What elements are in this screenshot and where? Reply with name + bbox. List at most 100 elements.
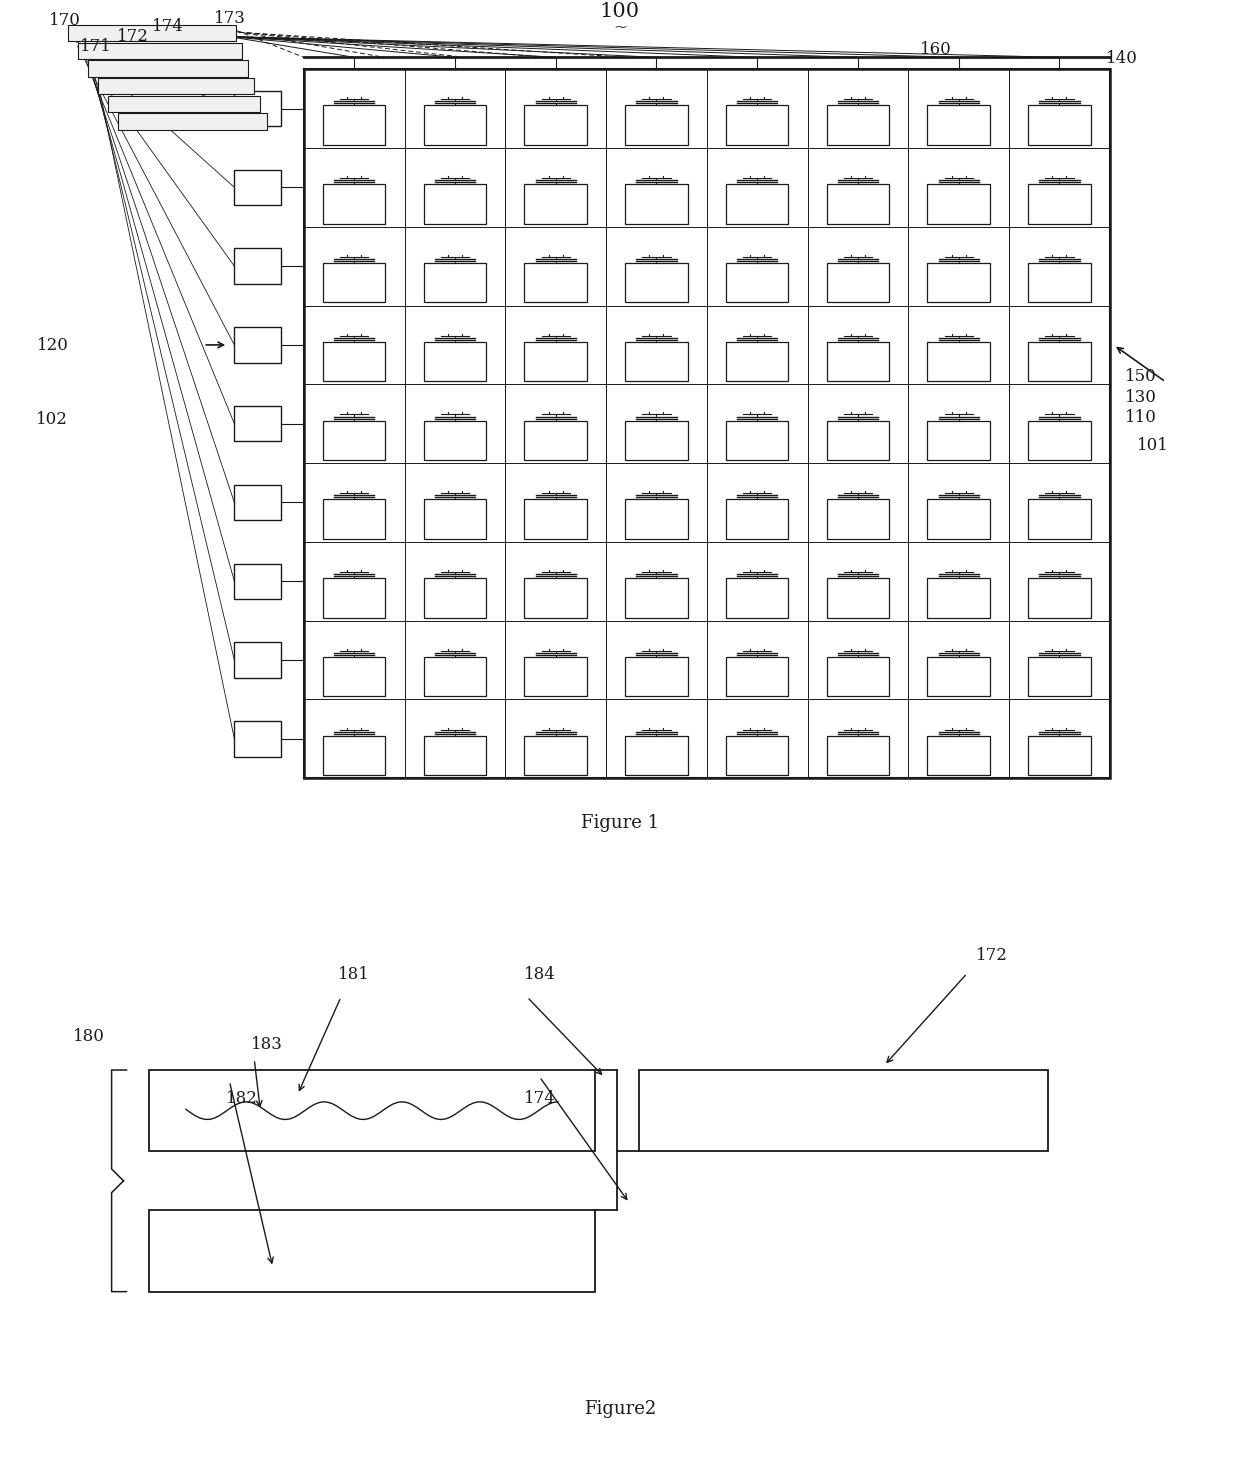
Bar — [88, 61, 248, 77]
Bar — [525, 420, 587, 460]
Bar — [234, 721, 281, 756]
Bar — [525, 105, 587, 145]
Bar — [118, 114, 267, 130]
Bar — [1028, 420, 1091, 460]
Bar — [149, 1211, 595, 1292]
Text: 140: 140 — [1106, 50, 1138, 67]
Bar — [928, 263, 990, 302]
Bar — [725, 342, 789, 382]
Bar — [625, 342, 688, 382]
Text: 160: 160 — [920, 41, 952, 58]
Bar — [725, 499, 789, 539]
Text: 130: 130 — [1125, 389, 1157, 406]
Bar — [625, 184, 688, 223]
Bar — [149, 1070, 595, 1151]
Text: 173: 173 — [213, 10, 246, 28]
Bar — [1028, 263, 1091, 302]
Bar — [928, 342, 990, 382]
Bar — [827, 184, 889, 223]
Bar — [625, 105, 688, 145]
Bar — [725, 579, 789, 617]
Bar — [928, 736, 990, 776]
Bar — [525, 499, 587, 539]
Bar — [424, 105, 486, 145]
Bar — [78, 43, 242, 59]
Text: 184: 184 — [523, 966, 556, 983]
Bar — [827, 657, 889, 696]
Bar — [1028, 657, 1091, 696]
Bar — [827, 736, 889, 776]
Bar — [68, 25, 236, 41]
Bar — [234, 327, 281, 363]
Bar — [725, 184, 789, 223]
Bar — [304, 70, 1110, 778]
Bar — [525, 657, 587, 696]
Bar — [725, 105, 789, 145]
Bar — [625, 736, 688, 776]
Text: 174: 174 — [151, 18, 184, 36]
Text: 180: 180 — [73, 1029, 105, 1045]
Bar — [322, 105, 386, 145]
Bar — [1028, 184, 1091, 223]
Bar — [424, 579, 486, 617]
Bar — [234, 406, 281, 441]
Bar — [639, 1070, 1048, 1151]
Bar — [1028, 499, 1091, 539]
Bar — [525, 184, 587, 223]
Text: 170: 170 — [48, 12, 81, 30]
Text: 100: 100 — [600, 1, 640, 21]
Bar — [525, 579, 587, 617]
Bar — [827, 105, 889, 145]
Bar — [108, 96, 260, 112]
Bar — [827, 420, 889, 460]
Bar — [322, 263, 386, 302]
Bar — [525, 736, 587, 776]
Bar — [234, 170, 281, 206]
Bar — [234, 485, 281, 521]
Text: 110: 110 — [1125, 410, 1157, 426]
Bar — [234, 564, 281, 599]
Bar — [928, 499, 990, 539]
Bar — [98, 78, 254, 95]
Bar — [424, 420, 486, 460]
Bar — [625, 657, 688, 696]
Bar — [234, 249, 281, 284]
Text: 102: 102 — [36, 411, 68, 428]
Bar — [928, 579, 990, 617]
Bar — [827, 263, 889, 302]
Text: 172: 172 — [117, 28, 149, 46]
Bar — [424, 342, 486, 382]
Bar — [625, 263, 688, 302]
Bar — [424, 184, 486, 223]
Bar — [525, 263, 587, 302]
Text: 182: 182 — [226, 1091, 258, 1107]
Text: 183: 183 — [250, 1036, 283, 1052]
Text: 181: 181 — [337, 966, 370, 983]
Bar — [322, 499, 386, 539]
Bar — [827, 499, 889, 539]
Bar — [424, 499, 486, 539]
Bar — [322, 184, 386, 223]
Bar — [928, 657, 990, 696]
Bar — [625, 579, 688, 617]
Bar — [424, 736, 486, 776]
Bar — [322, 342, 386, 382]
Bar — [525, 342, 587, 382]
Bar — [424, 657, 486, 696]
Bar — [827, 342, 889, 382]
Text: 172: 172 — [976, 947, 1008, 963]
Text: ~: ~ — [613, 18, 627, 36]
Bar — [322, 657, 386, 696]
Bar — [725, 263, 789, 302]
Bar — [725, 657, 789, 696]
Bar — [928, 184, 990, 223]
Bar — [928, 105, 990, 145]
Bar — [1028, 105, 1091, 145]
Bar — [1028, 579, 1091, 617]
Bar — [625, 420, 688, 460]
Bar — [827, 579, 889, 617]
Text: 171: 171 — [79, 38, 112, 55]
Bar — [234, 90, 281, 126]
Text: Figure2: Figure2 — [584, 1400, 656, 1418]
Bar — [322, 736, 386, 776]
